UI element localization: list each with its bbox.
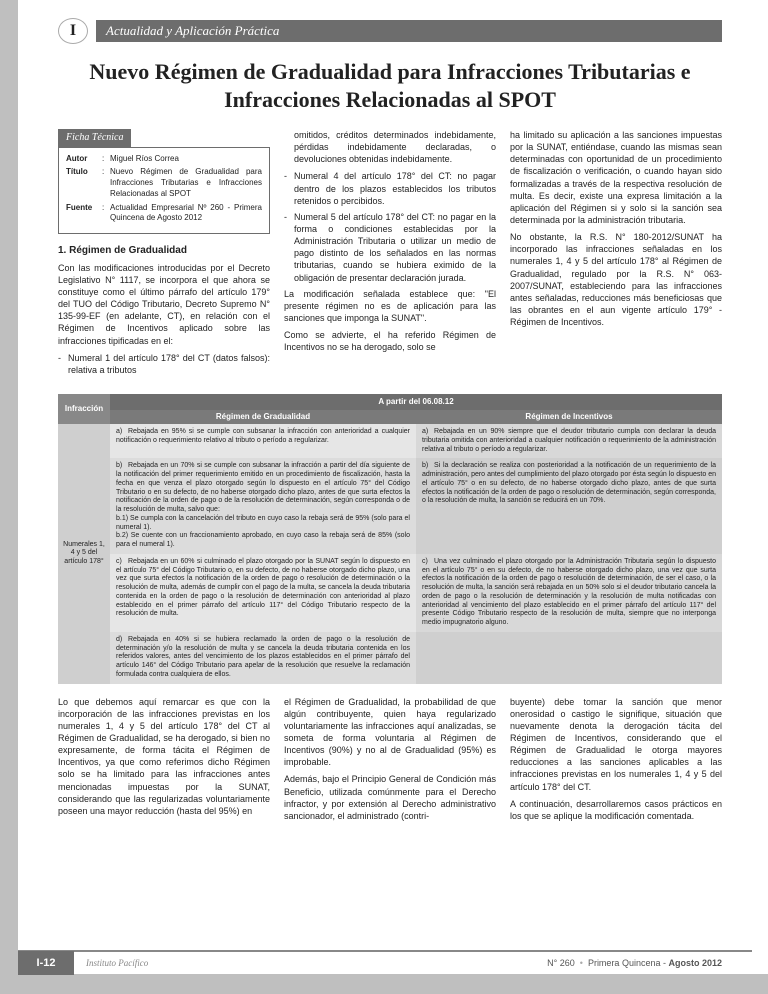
td-c-i: c)Una vez culminado el plazo otorgado po… xyxy=(416,554,722,632)
td-c-g: c)Rebajada en un 60% si culminado el pla… xyxy=(110,554,416,632)
bottom-col-2: el Régimen de Gradualidad, la probabilid… xyxy=(284,696,496,827)
td-b-g: b)Rebajada en un 70% si se cumple con su… xyxy=(110,458,416,554)
column-1: Ficha Técnica Autor : Miguel Ríos Correa… xyxy=(58,129,270,380)
footer-page-number: I-12 xyxy=(18,951,74,975)
th-date: A partir del 06.08.12 xyxy=(110,394,722,410)
td-b-i: b)Si la declaración se realiza con poste… xyxy=(416,458,722,554)
page-border-bottom xyxy=(0,974,768,994)
td-a-i: a)Rebajada en un 90% siempre que el deud… xyxy=(416,424,722,458)
col2-p2: La modificación señalada establece que: … xyxy=(284,288,496,324)
td-rowlabel: Numerales 1, 4 y 5 del artículo 178° xyxy=(58,424,110,684)
footer-right: N° 260 • Primera Quincena - Agosto 2012 xyxy=(547,958,752,968)
bottom-col-1: Lo que debemos aquí remarcar es que con … xyxy=(58,696,270,827)
ficha-header: Ficha Técnica xyxy=(58,129,131,147)
col3-p1: ha limitado su aplicación a las sancione… xyxy=(510,129,722,226)
column-3: ha limitado su aplicación a las sancione… xyxy=(510,129,722,380)
col2-p3: Como se advierte, el ha referido Régimen… xyxy=(284,329,496,353)
page-border-left xyxy=(0,0,18,994)
infraccion-table: Infracción A partir del 06.08.12 Régimen… xyxy=(58,394,722,684)
column-2: omitidos, créditos determinados indebida… xyxy=(284,129,496,380)
ficha-tecnica: Ficha Técnica Autor : Miguel Ríos Correa… xyxy=(58,129,270,234)
col2-cont: omitidos, créditos determinados indebida… xyxy=(284,129,496,165)
th-infraccion: Infracción xyxy=(58,394,110,424)
section-label: Actualidad y Aplicación Práctica xyxy=(96,20,722,42)
col2-bullet-2: - Numeral 4 del artículo 178° del CT: no… xyxy=(284,170,496,206)
ficha-titulo: Nuevo Régimen de Gradualidad para Infrac… xyxy=(110,167,262,199)
page-content: I Actualidad y Aplicación Práctica Nuevo… xyxy=(18,0,752,827)
heading-1: 1. Régimen de Gradualidad xyxy=(58,244,270,258)
td-d-i xyxy=(416,632,722,684)
ficha-autor: Miguel Ríos Correa xyxy=(110,154,262,165)
th-gradualidad: Régimen de Gradualidad xyxy=(110,410,416,424)
ficha-body: Autor : Miguel Ríos Correa Título : Nuev… xyxy=(58,147,270,235)
col3-p2: No obstante, la R.S. N° 180-2012/SUNAT h… xyxy=(510,231,722,328)
col2-bullet-3: - Numeral 5 del artículo 178° del CT: no… xyxy=(284,211,496,284)
top-columns: Ficha Técnica Autor : Miguel Ríos Correa… xyxy=(58,129,722,380)
ficha-titulo-label: Título xyxy=(66,167,102,199)
col1-bullet-1: - Numeral 1 del artículo 178° del CT (da… xyxy=(58,352,270,376)
footer-institution: Instituto Pacífico xyxy=(86,958,148,968)
page-footer: I-12 Instituto Pacífico N° 260 • Primera… xyxy=(18,950,752,974)
td-a-g: a)Rebajada en 95% si se cumple con subsa… xyxy=(110,424,416,458)
ficha-fuente: Actualidad Empresarial Nº 260 - Primera … xyxy=(110,203,262,225)
ficha-autor-label: Autor xyxy=(66,154,102,165)
article-title: Nuevo Régimen de Gradualidad para Infrac… xyxy=(58,58,722,113)
section-header: I Actualidad y Aplicación Práctica xyxy=(58,18,722,44)
th-incentivos: Régimen de Incentivos xyxy=(416,410,722,424)
ficha-fuente-label: Fuente xyxy=(66,203,102,225)
col1-p1: Con las modificaciones introducidas por … xyxy=(58,262,270,347)
bottom-col-3: buyente) debe tomar la sanción que menor… xyxy=(510,696,722,827)
section-number: I xyxy=(58,18,88,44)
td-d-g: d)Rebajada en 40% si se hubiera reclamad… xyxy=(110,632,416,684)
bottom-columns: Lo que debemos aquí remarcar es que con … xyxy=(58,696,722,827)
